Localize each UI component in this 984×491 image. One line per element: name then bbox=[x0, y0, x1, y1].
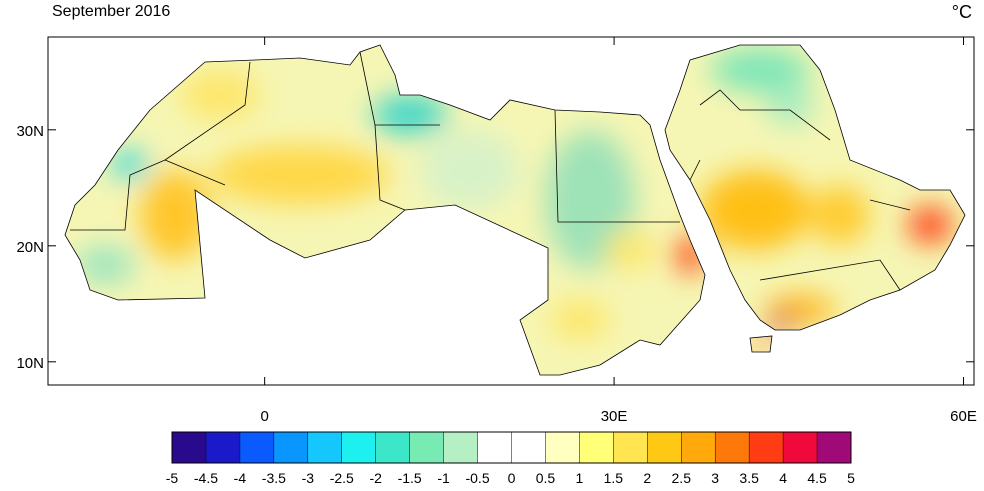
colorbar-tick-label: 3 bbox=[711, 470, 719, 486]
colorbar-tick-label: -1.5 bbox=[398, 470, 422, 486]
colorbar-box bbox=[477, 432, 512, 463]
unit-label: °C bbox=[952, 2, 972, 22]
colorbar-tick-label: -0.5 bbox=[465, 470, 489, 486]
colorbar: -5 -4.5 -4 -3.5 -3 -2.5 -2 -1.5 -1 -0.5 0 0.5 1 1.5 2 2… bbox=[166, 431, 855, 486]
colorbar-tick-label: 2.5 bbox=[672, 470, 692, 486]
lon-tick-label: 60E bbox=[950, 408, 977, 425]
colorbar-box bbox=[545, 432, 580, 463]
colorbar-tick-label: -3.5 bbox=[262, 470, 286, 486]
colorbar-box bbox=[613, 432, 648, 463]
colorbar-tick-label: -3 bbox=[302, 470, 315, 486]
colorbar-box bbox=[375, 432, 410, 463]
colorbar-tick-label: -5 bbox=[166, 470, 179, 486]
colorbar-box bbox=[205, 432, 240, 463]
colorbar-box bbox=[579, 432, 614, 463]
colorbar-tick-label: -1 bbox=[437, 470, 450, 486]
colorbar-tick-label: 4 bbox=[779, 470, 787, 486]
colorbar-tick-label: 1 bbox=[576, 470, 584, 486]
colorbar-tick-label: -2.5 bbox=[330, 470, 354, 486]
lon-tick-label: 30E bbox=[601, 408, 628, 425]
temperature-field bbox=[65, 45, 965, 375]
colorbar-tick-label: 1.5 bbox=[604, 470, 624, 486]
colorbar-box bbox=[443, 432, 478, 463]
colorbar-box bbox=[681, 432, 716, 463]
colorbar-tick-label: 4.5 bbox=[807, 470, 827, 486]
colorbar-box bbox=[783, 432, 818, 463]
colorbar-box bbox=[511, 432, 546, 463]
colorbar-tick-label: 5 bbox=[847, 470, 855, 486]
colorbar-tick-label: 0 bbox=[508, 470, 516, 486]
colorbar-box bbox=[341, 432, 376, 463]
coastlines bbox=[64, 44, 966, 376]
colorbar-box bbox=[239, 432, 274, 463]
colorbar-box bbox=[817, 432, 851, 463]
lon-tick-label: 0 bbox=[260, 408, 268, 425]
map-title: September 2016 bbox=[52, 3, 170, 20]
colorbar-tick-label: -2 bbox=[369, 470, 382, 486]
colorbar-box bbox=[172, 432, 206, 463]
colorbar-box bbox=[273, 432, 308, 463]
colorbar-box bbox=[647, 432, 682, 463]
colorbar-box bbox=[749, 432, 784, 463]
lat-tick-label: 30N bbox=[16, 123, 44, 140]
lat-tick-label: 20N bbox=[16, 239, 44, 256]
colorbar-tick-label: 2 bbox=[643, 470, 651, 486]
colorbar-box bbox=[307, 432, 342, 463]
map-frame bbox=[47, 36, 975, 386]
colorbar-box bbox=[409, 432, 444, 463]
colorbar-tick-label: -4 bbox=[234, 470, 247, 486]
colorbar-tick-label: -4.5 bbox=[194, 470, 218, 486]
colorbar-tick-label: 3.5 bbox=[739, 470, 759, 486]
lat-tick-label: 10N bbox=[16, 355, 44, 372]
axes: 30N 20N 10N 0 30E 60E bbox=[16, 37, 977, 425]
colorbar-box bbox=[715, 432, 750, 463]
colorbar-tick-label: 0.5 bbox=[536, 470, 556, 486]
